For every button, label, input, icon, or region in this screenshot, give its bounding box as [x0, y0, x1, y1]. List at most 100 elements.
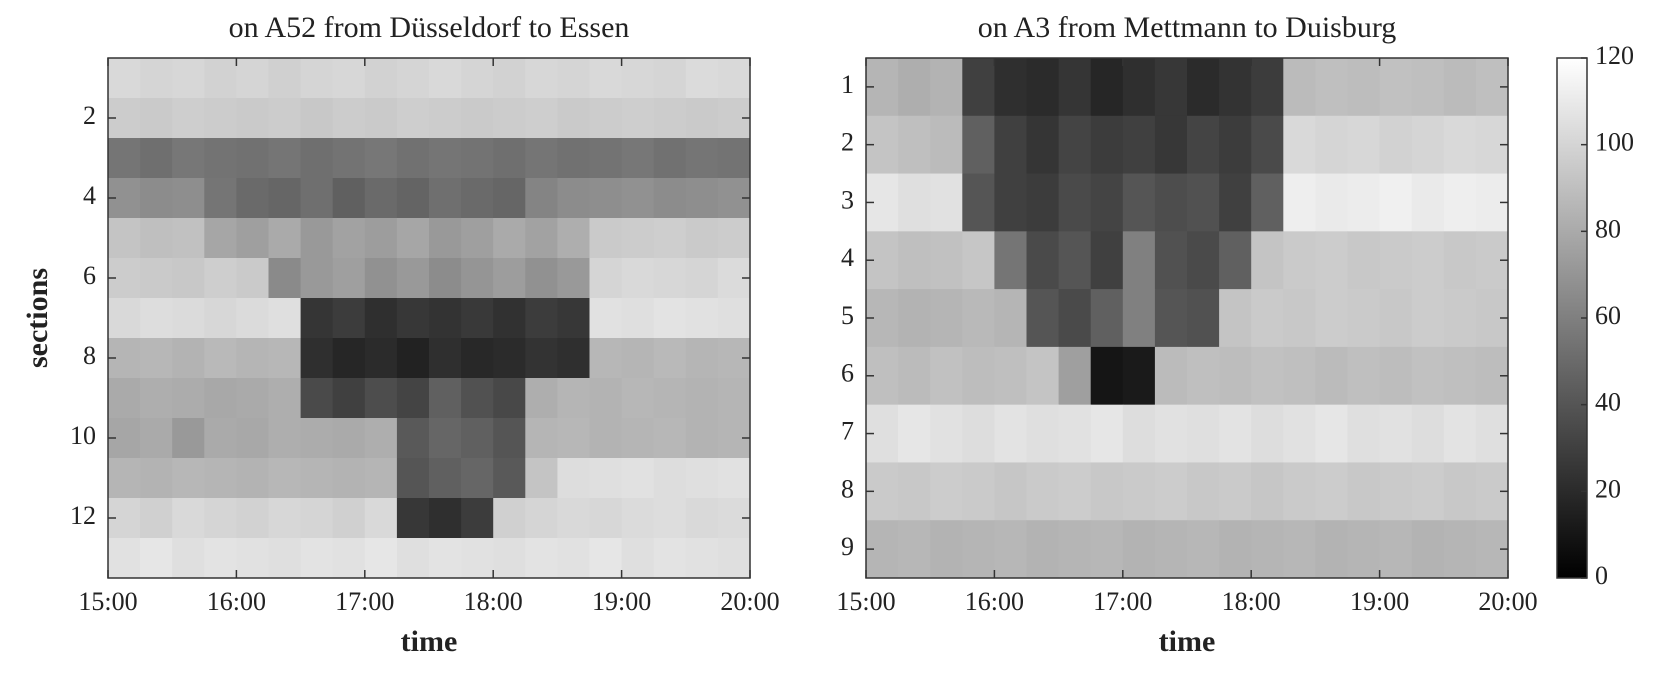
heatmap-cell: [962, 58, 995, 117]
heatmap-cell: [962, 231, 995, 290]
heatmap-cell: [268, 458, 302, 499]
heatmap-cell: [204, 418, 237, 459]
heatmap-cells: [108, 58, 751, 579]
heatmap-cell: [717, 538, 751, 579]
heatmap-cell: [525, 258, 558, 299]
heatmap-cell: [1283, 520, 1316, 579]
heatmap-cell: [429, 418, 462, 459]
heatmap-cell: [994, 173, 1027, 232]
heatmap-cell: [621, 298, 655, 339]
heatmap-cell: [589, 98, 623, 139]
heatmap-cell: [204, 178, 237, 219]
heatmap-cell: [525, 298, 558, 339]
x-tick-label: 15:00: [78, 587, 137, 616]
heatmap-cell: [332, 298, 366, 339]
y-tick-label: 5: [841, 301, 854, 330]
heatmap-cell: [1026, 58, 1060, 117]
heatmap-cell: [685, 458, 719, 499]
heatmap-cell: [364, 418, 398, 459]
heatmap-cell: [717, 298, 751, 339]
heatmap-cell: [364, 378, 398, 419]
y-tick-label: 2: [841, 128, 854, 157]
heatmap-cell: [1379, 173, 1413, 232]
heatmap-cell: [557, 98, 590, 139]
colorbar-tick-label: 80: [1595, 214, 1621, 243]
heatmap-cell: [1090, 173, 1124, 232]
heatmap-cell: [653, 258, 687, 299]
y-tick-label: 6: [83, 261, 96, 290]
heatmap-cell: [140, 298, 173, 339]
heatmap-cell: [236, 538, 269, 579]
heatmap-cell: [653, 178, 687, 219]
heatmap-cell: [172, 498, 205, 539]
heatmap-cell: [653, 378, 687, 419]
heatmap-cell: [1315, 520, 1348, 579]
y-tick-label: 6: [841, 359, 854, 388]
heatmap-cell: [1122, 462, 1156, 521]
heatmap-cell: [898, 58, 931, 117]
heatmap-cell: [685, 178, 719, 219]
heatmap-cell: [108, 538, 141, 579]
chart-title: on A3 from Mettmann to Duisburg: [978, 11, 1397, 44]
y-tick-label: 10: [70, 421, 96, 450]
heatmap-cell: [396, 338, 430, 379]
heatmap-cell: [461, 178, 494, 219]
heatmap-cell: [1283, 173, 1316, 232]
heatmap-cell: [557, 458, 590, 499]
heatmap-cell: [493, 58, 526, 99]
heatmap-cell: [493, 338, 526, 379]
heatmap-cell: [1090, 346, 1124, 406]
heatmap-cell: [461, 218, 494, 259]
heatmap-cell: [621, 138, 655, 179]
heatmap-cell: [429, 218, 462, 259]
heatmap-cell: [994, 404, 1027, 463]
heatmap-cell: [653, 418, 687, 459]
heatmap-cell: [364, 258, 398, 299]
heatmap-cell: [1026, 289, 1060, 348]
heatmap-cell: [994, 58, 1027, 117]
x-tick-label: 20:00: [720, 587, 779, 616]
heatmap-cell: [1154, 520, 1188, 579]
heatmap-cell: [332, 458, 366, 499]
heatmap-cell: [898, 346, 931, 406]
heatmap-cell: [1026, 462, 1060, 521]
heatmap-cell: [300, 458, 334, 499]
heatmap-cell: [108, 378, 141, 419]
heatmap-cell: [994, 289, 1027, 348]
heatmap-cell: [1347, 115, 1381, 175]
heatmap-cell: [1187, 404, 1220, 463]
heatmap-cell: [1090, 231, 1124, 290]
heatmap-cell: [898, 173, 931, 232]
heatmap-cell: [1411, 115, 1445, 175]
colorbar-tick-label: 120: [1595, 41, 1634, 70]
heatmap-cell: [1026, 346, 1060, 406]
heatmap-cell: [429, 138, 462, 179]
heatmap-cell: [685, 498, 719, 539]
heatmap-cell: [525, 458, 558, 499]
y-tick-label: 3: [841, 185, 854, 214]
heatmap-cell: [589, 418, 623, 459]
heatmap-cell: [493, 498, 526, 539]
heatmap-cell: [962, 520, 995, 579]
heatmap-cell: [1026, 520, 1060, 579]
heatmap-cell: [1283, 404, 1316, 463]
heatmap-cell: [1443, 231, 1477, 290]
heatmap-cell: [685, 258, 719, 299]
y-tick-label: 2: [83, 101, 96, 130]
heatmap-cell: [396, 98, 430, 139]
heatmap-cell: [994, 462, 1027, 521]
heatmap-cell: [172, 538, 205, 579]
heatmap-cell: [898, 520, 931, 579]
heatmap-cell: [717, 58, 751, 99]
heatmap-cell: [300, 298, 334, 339]
heatmap-cell: [300, 58, 334, 99]
heatmap-cell: [962, 404, 995, 463]
heatmap-cell: [300, 538, 334, 579]
heatmap-cell: [685, 418, 719, 459]
heatmap-cell: [1187, 58, 1220, 117]
heatmap-cell: [898, 404, 931, 463]
x-tick-label: 15:00: [836, 587, 895, 616]
heatmap-cell: [204, 458, 237, 499]
heatmap-cell: [1347, 173, 1381, 232]
